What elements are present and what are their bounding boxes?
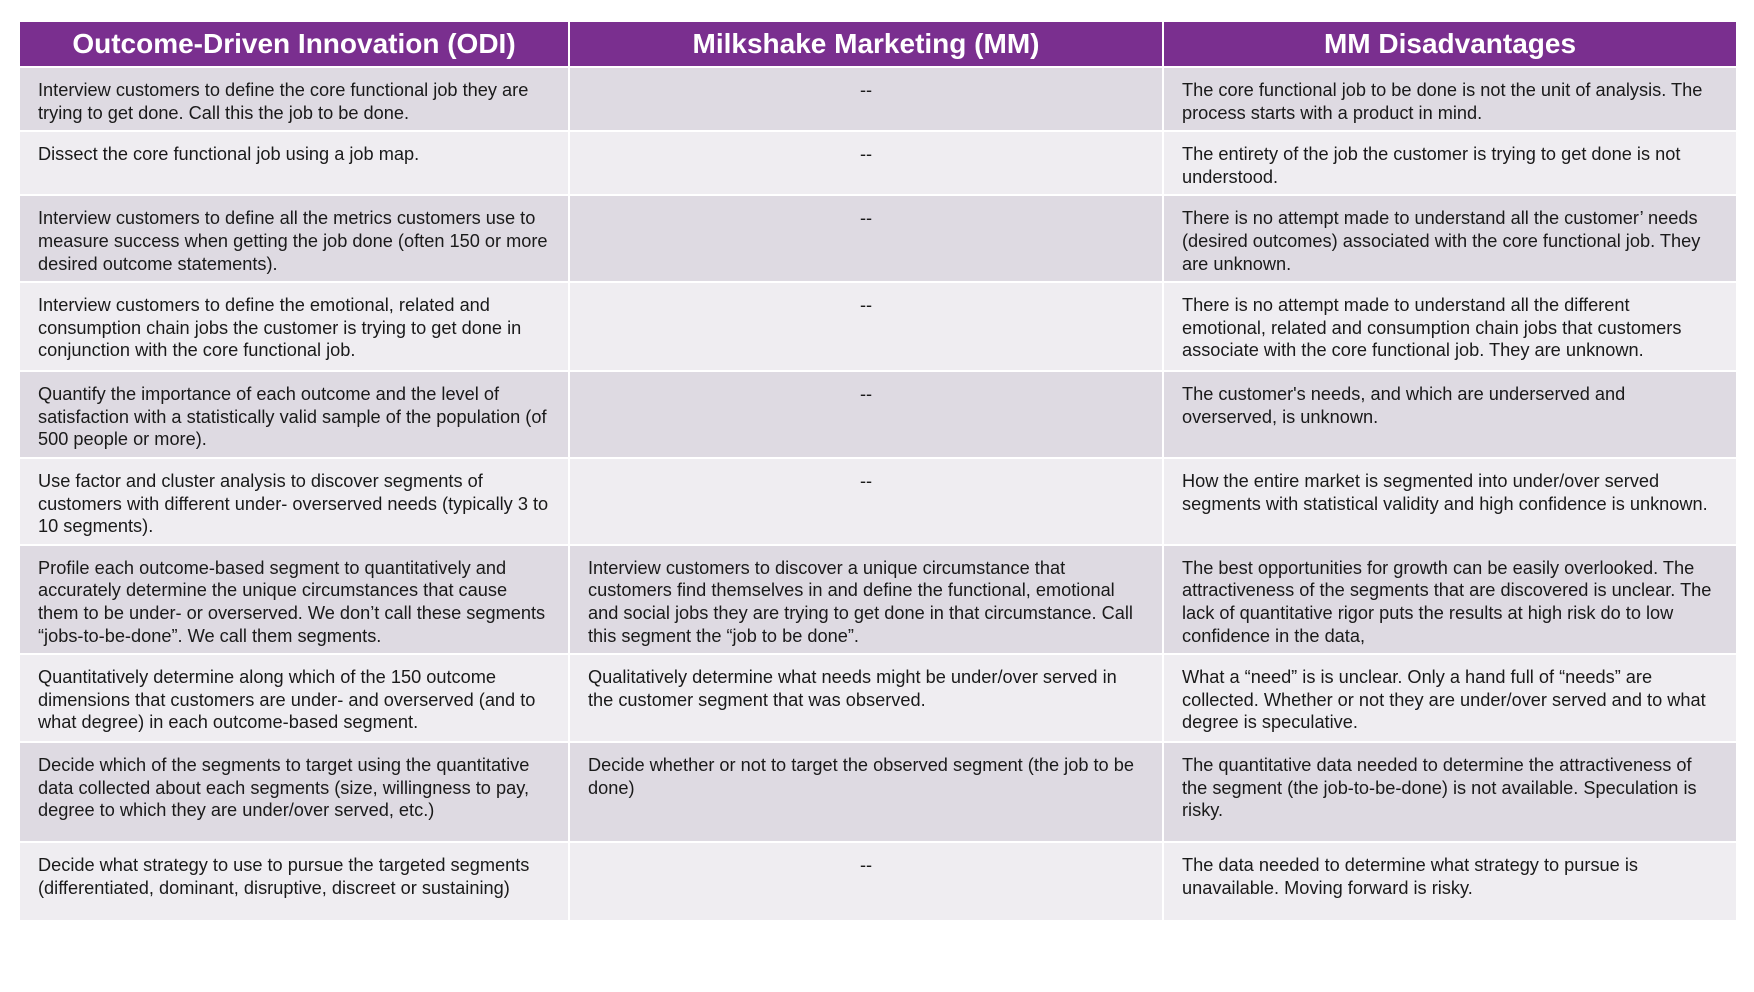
disadvantage-cell: The core functional job to be done is no… [1162, 65, 1738, 133]
disadvantage-cell: There is no attempt made to understand a… [1162, 194, 1738, 284]
odi-cell: Quantitatively determine along which of … [18, 653, 570, 744]
mm-cell: Qualitatively determine what needs might… [568, 653, 1164, 744]
mm-cell: Decide whether or not to target the obse… [568, 741, 1164, 844]
odi-cell: Quantify the importance of each outcome … [18, 370, 570, 459]
mm-cell: -- [568, 194, 1164, 284]
table-row: Interview customers to define the core f… [18, 65, 1738, 133]
mm-cell: -- [568, 456, 1164, 546]
table-row: Interview customers to define all the me… [18, 194, 1738, 284]
disadvantage-cell: The quantitative data needed to determin… [1162, 741, 1738, 844]
header-odi: Outcome-Driven Innovation (ODI) [18, 22, 570, 67]
table-row: Quantitatively determine along which of … [18, 653, 1738, 744]
odi-cell: Interview customers to define the emotio… [18, 281, 570, 373]
odi-cell: Interview customers to define the core f… [18, 65, 570, 133]
comparison-table-container: Outcome-Driven Innovation (ODI) Milkshak… [18, 22, 1738, 923]
comparison-table: Outcome-Driven Innovation (ODI) Milkshak… [18, 22, 1738, 923]
disadvantage-cell: The data needed to determine what strate… [1162, 841, 1738, 923]
mm-cell: -- [568, 370, 1164, 459]
header-milkshake-marketing: Milkshake Marketing (MM) [568, 22, 1164, 67]
odi-cell: Use factor and cluster analysis to disco… [18, 456, 570, 546]
table-row: Interview customers to define the emotio… [18, 281, 1738, 373]
table-row: Quantify the importance of each outcome … [18, 370, 1738, 459]
odi-cell: Profile each outcome-based segment to qu… [18, 543, 570, 656]
odi-cell: Interview customers to define all the me… [18, 194, 570, 284]
disadvantage-cell: The customer's needs, and which are unde… [1162, 370, 1738, 459]
table-row: Profile each outcome-based segment to qu… [18, 543, 1738, 656]
table-row: Decide what strategy to use to pursue th… [18, 841, 1738, 923]
mm-cell: -- [568, 841, 1164, 923]
disadvantage-cell: What a “need” is is unclear. Only a hand… [1162, 653, 1738, 744]
table-row: Use factor and cluster analysis to disco… [18, 456, 1738, 546]
disadvantage-cell: There is no attempt made to understand a… [1162, 281, 1738, 373]
odi-cell: Dissect the core functional job using a … [18, 130, 570, 197]
table-row: Decide which of the segments to target u… [18, 741, 1738, 844]
mm-cell: -- [568, 130, 1164, 197]
header-mm-disadvantages: MM Disadvantages [1162, 22, 1738, 67]
odi-cell: Decide what strategy to use to pursue th… [18, 841, 570, 923]
odi-cell: Decide which of the segments to target u… [18, 741, 570, 844]
mm-cell: Interview customers to discover a unique… [568, 543, 1164, 656]
mm-cell: -- [568, 281, 1164, 373]
table-row: Dissect the core functional job using a … [18, 130, 1738, 197]
disadvantage-cell: The best opportunities for growth can be… [1162, 543, 1738, 656]
mm-cell: -- [568, 65, 1164, 133]
header-row: Outcome-Driven Innovation (ODI) Milkshak… [18, 22, 1738, 67]
disadvantage-cell: The entirety of the job the customer is … [1162, 130, 1738, 197]
disadvantage-cell: How the entire market is segmented into … [1162, 456, 1738, 546]
